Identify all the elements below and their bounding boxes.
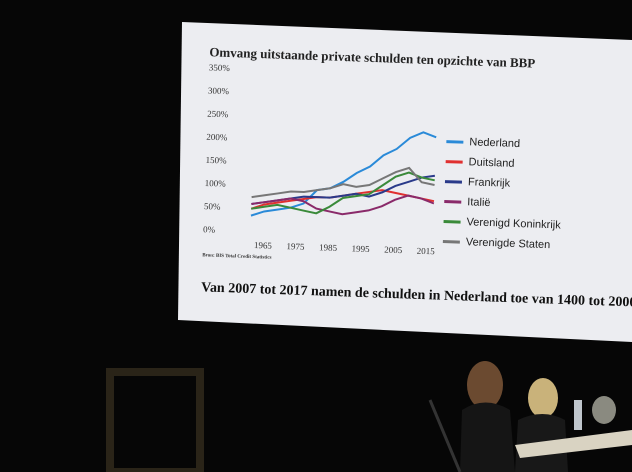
legend-label: Frankrijk (468, 176, 511, 189)
speaker-body (460, 402, 515, 472)
legend-label: Nederland (469, 136, 520, 150)
y-tick-label: 300% (208, 85, 230, 96)
legend-swatch (443, 220, 461, 224)
legend-swatch (444, 200, 462, 204)
y-tick-label: 0% (203, 224, 216, 234)
bottle (574, 400, 582, 430)
y-tick-label: 200% (206, 132, 228, 143)
x-tick-label: 1975 (286, 241, 305, 252)
legend-swatch (444, 180, 463, 184)
speaker-head (467, 361, 503, 409)
plot: 0% 50% 100% 150% 200% 250% 300% 350% 1965 1975 198… (203, 62, 561, 257)
x-tick-label: 2005 (384, 245, 403, 256)
y-tick-label: 250% (207, 109, 229, 120)
series-line (251, 194, 435, 216)
legend-swatch (445, 160, 463, 164)
table (515, 430, 632, 458)
x-tick-label: 1985 (319, 242, 338, 253)
series-line (251, 171, 435, 215)
legend-label: Italië (467, 196, 491, 209)
y-tick-label: 100% (205, 178, 227, 189)
series-line (251, 166, 435, 199)
series-line (250, 131, 437, 217)
legend-label: Verenigde Staten (466, 236, 551, 251)
legend-label: Verenigd Koninkrijk (466, 216, 561, 231)
y-tick-label: 350% (209, 62, 231, 73)
speakers (428, 361, 632, 472)
mic-stand (428, 399, 462, 472)
speaker-head (528, 378, 558, 418)
legend-swatch (442, 240, 460, 244)
legend-label: Duitsland (468, 156, 514, 170)
source: Bron: BIS Total Credit Statistics (202, 253, 271, 260)
stage-frame (106, 368, 204, 472)
x-tick-label: 1965 (254, 240, 273, 251)
y-tick-label: 150% (205, 155, 227, 166)
x-tick-label: 2015 (417, 246, 436, 257)
speaker-head (592, 396, 616, 424)
x-tick-label: 1995 (351, 243, 370, 254)
y-tick-label: 50% (204, 201, 221, 212)
legend-swatch (446, 140, 464, 144)
